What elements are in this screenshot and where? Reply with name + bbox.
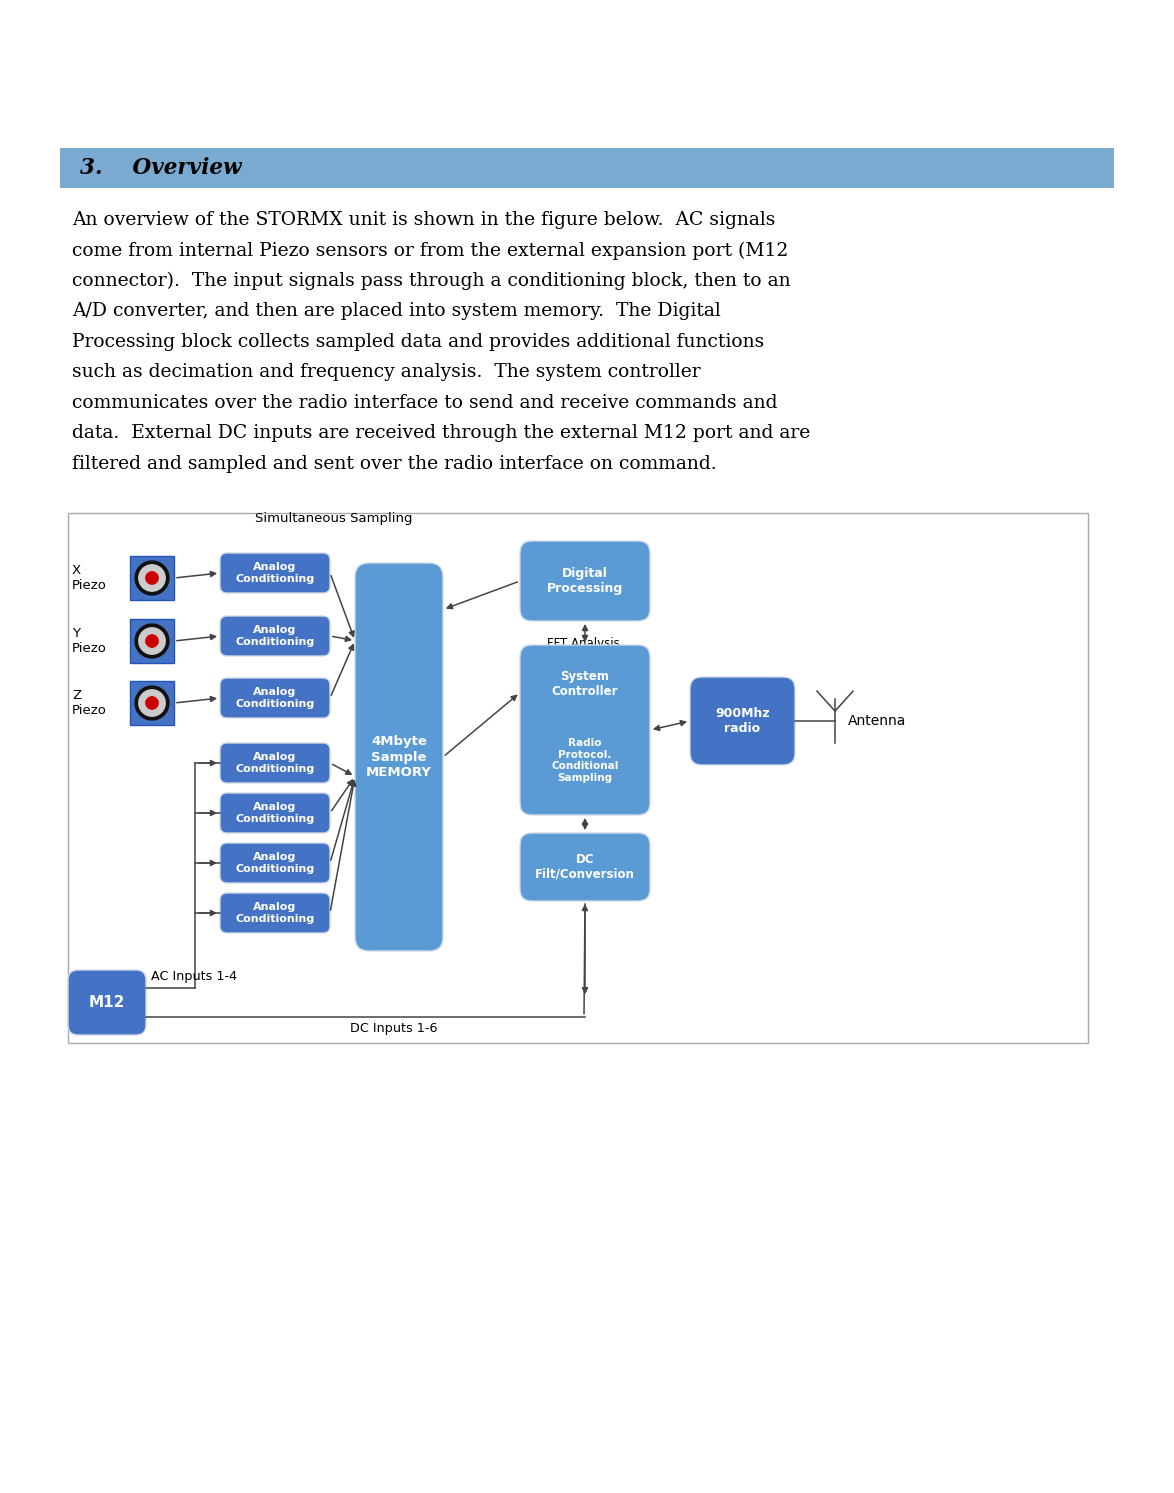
Text: Analog
Conditioning: Analog Conditioning bbox=[235, 902, 315, 924]
Circle shape bbox=[139, 564, 166, 591]
Text: data.  External DC inputs are received through the external M12 port and are: data. External DC inputs are received th… bbox=[72, 424, 810, 442]
Text: come from internal Piezo sensors or from the external expansion port (M12: come from internal Piezo sensors or from… bbox=[72, 242, 789, 260]
Text: connector).  The input signals pass through a conditioning block, then to an: connector). The input signals pass throu… bbox=[72, 272, 790, 290]
FancyBboxPatch shape bbox=[220, 893, 330, 933]
Text: AC Inputs 1-4: AC Inputs 1-4 bbox=[151, 970, 237, 982]
Text: An overview of the STORMX unit is shown in the figure below.  AC signals: An overview of the STORMX unit is shown … bbox=[72, 211, 775, 228]
Text: Analog
Conditioning: Analog Conditioning bbox=[235, 752, 315, 773]
Text: Processing block collects sampled data and provides additional functions: Processing block collects sampled data a… bbox=[72, 333, 764, 351]
FancyBboxPatch shape bbox=[690, 676, 795, 764]
FancyBboxPatch shape bbox=[68, 970, 146, 1035]
FancyBboxPatch shape bbox=[520, 645, 650, 815]
Circle shape bbox=[146, 635, 158, 646]
FancyBboxPatch shape bbox=[220, 617, 330, 655]
Circle shape bbox=[135, 687, 169, 720]
FancyBboxPatch shape bbox=[220, 844, 330, 882]
FancyBboxPatch shape bbox=[130, 620, 174, 663]
FancyBboxPatch shape bbox=[60, 148, 1114, 188]
Text: M12: M12 bbox=[89, 994, 126, 1009]
FancyBboxPatch shape bbox=[220, 744, 330, 782]
Text: Analog
Conditioning: Analog Conditioning bbox=[235, 563, 315, 584]
Text: DC Inputs 1-6: DC Inputs 1-6 bbox=[350, 1021, 438, 1035]
FancyBboxPatch shape bbox=[220, 552, 330, 593]
FancyBboxPatch shape bbox=[130, 555, 174, 600]
Text: 900Mhz
radio: 900Mhz radio bbox=[715, 708, 770, 735]
Circle shape bbox=[139, 627, 166, 654]
Circle shape bbox=[135, 624, 169, 658]
Text: System
Controller: System Controller bbox=[552, 670, 619, 699]
Text: 3.    Overview: 3. Overview bbox=[80, 157, 242, 179]
Text: DC
Filt/Conversion: DC Filt/Conversion bbox=[535, 853, 635, 881]
Text: Analog
Conditioning: Analog Conditioning bbox=[235, 853, 315, 873]
Text: X
Piezo: X Piezo bbox=[72, 564, 107, 593]
Circle shape bbox=[146, 572, 158, 584]
Circle shape bbox=[139, 690, 166, 717]
Text: communicates over the radio interface to send and receive commands and: communicates over the radio interface to… bbox=[72, 394, 777, 412]
Text: Digital
Processing: Digital Processing bbox=[547, 567, 623, 596]
Text: Antenna: Antenna bbox=[848, 714, 906, 729]
FancyBboxPatch shape bbox=[520, 833, 650, 900]
Text: Radio
Protocol.
Conditional
Sampling: Radio Protocol. Conditional Sampling bbox=[552, 738, 619, 782]
FancyBboxPatch shape bbox=[520, 540, 650, 621]
Circle shape bbox=[146, 697, 158, 709]
Circle shape bbox=[135, 561, 169, 594]
FancyBboxPatch shape bbox=[355, 563, 443, 951]
FancyBboxPatch shape bbox=[220, 678, 330, 718]
Text: Z
Piezo: Z Piezo bbox=[72, 688, 107, 717]
FancyBboxPatch shape bbox=[130, 681, 174, 726]
Text: such as decimation and frequency analysis.  The system controller: such as decimation and frequency analysi… bbox=[72, 363, 701, 382]
Text: Analog
Conditioning: Analog Conditioning bbox=[235, 802, 315, 824]
Text: Analog
Conditioning: Analog Conditioning bbox=[235, 626, 315, 646]
Text: Y
Piezo: Y Piezo bbox=[72, 627, 107, 655]
Text: FFT Analysis,
Decimation: FFT Analysis, Decimation bbox=[547, 638, 623, 664]
Text: filtered and sampled and sent over the radio interface on command.: filtered and sampled and sent over the r… bbox=[72, 455, 716, 473]
Text: A/D converter, and then are placed into system memory.  The Digital: A/D converter, and then are placed into … bbox=[72, 303, 721, 321]
Text: Analog
Conditioning: Analog Conditioning bbox=[235, 687, 315, 709]
Text: 4Mbyte
Sample
MEMORY: 4Mbyte Sample MEMORY bbox=[366, 736, 432, 778]
Text: Simultaneous Sampling: Simultaneous Sampling bbox=[255, 512, 412, 526]
FancyBboxPatch shape bbox=[220, 793, 330, 833]
